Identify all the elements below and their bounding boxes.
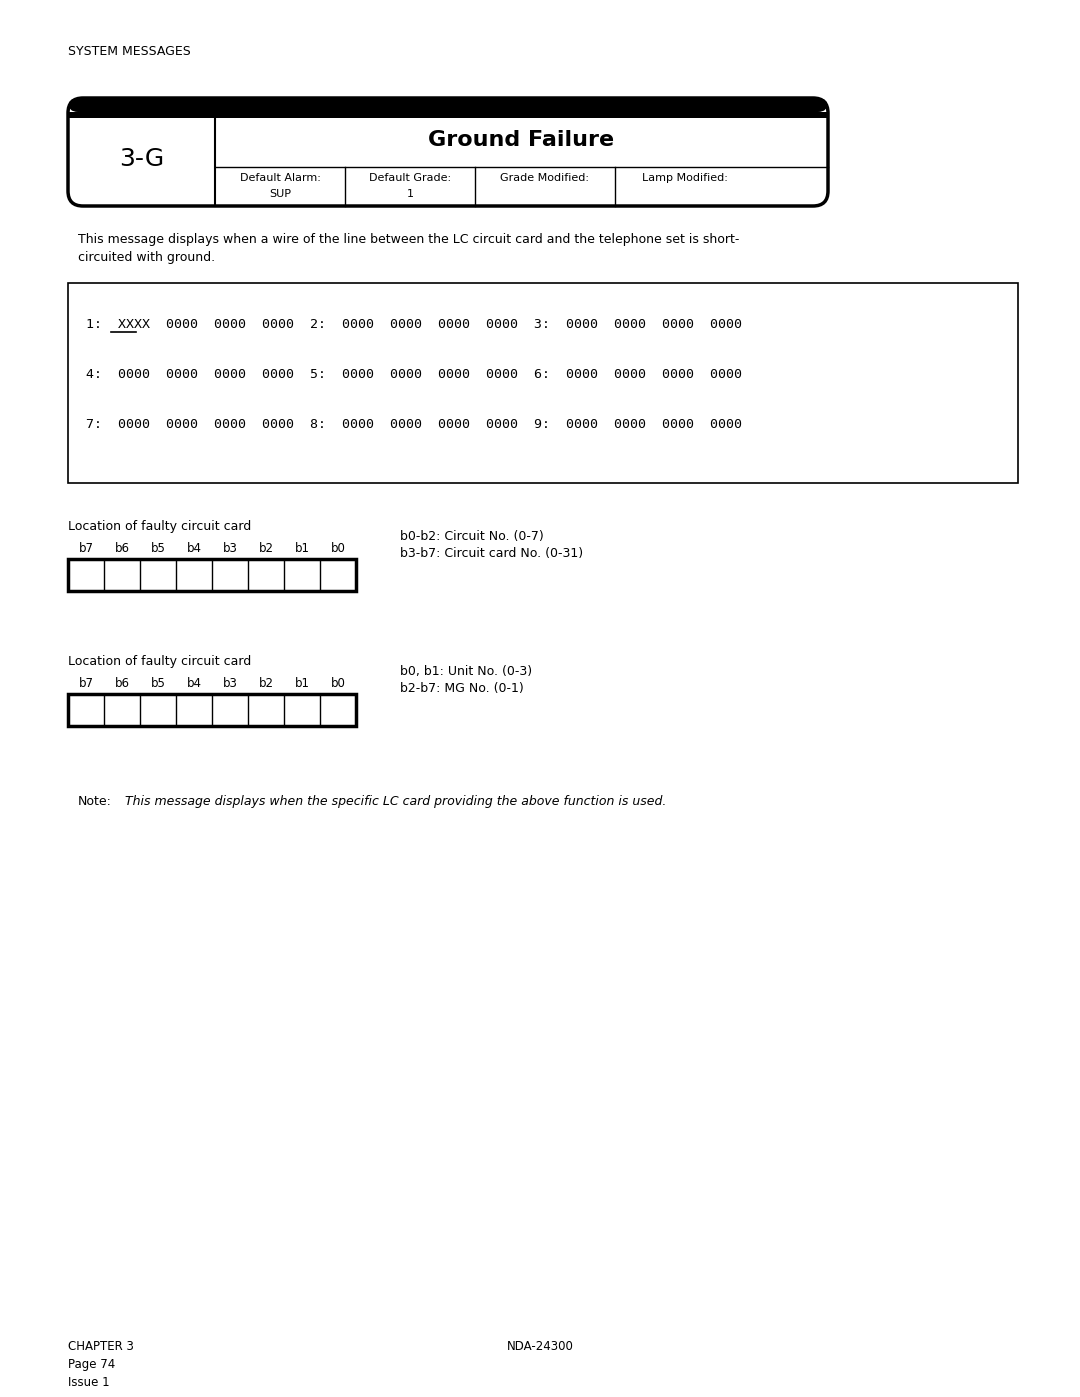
Text: This message displays when the specific LC card providing the above function is : This message displays when the specific … <box>125 795 666 807</box>
Text: b7: b7 <box>79 542 94 555</box>
Text: 1:  XXXX  0000  0000  0000  2:  0000  0000  0000  0000  3:  0000  0000  0000  00: 1: XXXX 0000 0000 0000 2: 0000 0000 0000… <box>86 319 742 331</box>
Text: b3-b7: Circuit card No. (0-31): b3-b7: Circuit card No. (0-31) <box>400 548 583 560</box>
Text: b5: b5 <box>150 542 165 555</box>
Text: 7:  0000  0000  0000  0000  8:  0000  0000  0000  0000  9:  0000  0000  0000  00: 7: 0000 0000 0000 0000 8: 0000 0000 0000… <box>86 418 742 432</box>
Text: SUP: SUP <box>269 189 291 198</box>
Bar <box>68 559 356 591</box>
Text: b6: b6 <box>114 678 130 690</box>
Text: b6: b6 <box>114 542 130 555</box>
FancyBboxPatch shape <box>68 98 828 112</box>
Text: b2-b7: MG No. (0-1): b2-b7: MG No. (0-1) <box>400 682 524 694</box>
Bar <box>68 694 356 726</box>
Text: b3: b3 <box>222 542 238 555</box>
Text: b1: b1 <box>295 542 310 555</box>
Text: Default Grade:: Default Grade: <box>369 173 451 183</box>
Text: 3-G: 3-G <box>119 147 164 170</box>
Text: b7: b7 <box>79 678 94 690</box>
Text: SYSTEM MESSAGES: SYSTEM MESSAGES <box>68 45 191 59</box>
Bar <box>68 284 1018 483</box>
Text: NDA-24300: NDA-24300 <box>507 1340 573 1354</box>
Text: b0: b0 <box>330 678 346 690</box>
FancyBboxPatch shape <box>68 98 828 205</box>
Text: Ground Failure: Ground Failure <box>429 130 615 149</box>
Text: Lamp Modified:: Lamp Modified: <box>643 173 728 183</box>
Text: b0: b0 <box>330 542 346 555</box>
Text: b3: b3 <box>222 678 238 690</box>
Text: b5: b5 <box>150 678 165 690</box>
Text: 4:  0000  0000  0000  0000  5:  0000  0000  0000  0000  6:  0000  0000  0000  00: 4: 0000 0000 0000 0000 5: 0000 0000 0000… <box>86 367 742 381</box>
Text: b2: b2 <box>258 678 273 690</box>
Text: b4: b4 <box>187 542 202 555</box>
Text: 1: 1 <box>406 189 414 198</box>
Text: circuited with ground.: circuited with ground. <box>78 251 215 264</box>
Text: CHAPTER 3
Page 74
Issue 1: CHAPTER 3 Page 74 Issue 1 <box>68 1340 134 1389</box>
Text: Location of faulty circuit card: Location of faulty circuit card <box>68 520 252 534</box>
Text: This message displays when a wire of the line between the LC circuit card and th: This message displays when a wire of the… <box>78 233 740 246</box>
Text: b1: b1 <box>295 678 310 690</box>
Text: b2: b2 <box>258 542 273 555</box>
Text: b4: b4 <box>187 678 202 690</box>
Text: Grade Modified:: Grade Modified: <box>500 173 590 183</box>
Text: Location of faulty circuit card: Location of faulty circuit card <box>68 655 252 668</box>
Text: Default Alarm:: Default Alarm: <box>240 173 321 183</box>
Text: b0-b2: Circuit No. (0-7): b0-b2: Circuit No. (0-7) <box>400 529 543 543</box>
Bar <box>68 112 828 117</box>
Text: Note:: Note: <box>78 795 112 807</box>
Text: b0, b1: Unit No. (0-3): b0, b1: Unit No. (0-3) <box>400 665 532 678</box>
